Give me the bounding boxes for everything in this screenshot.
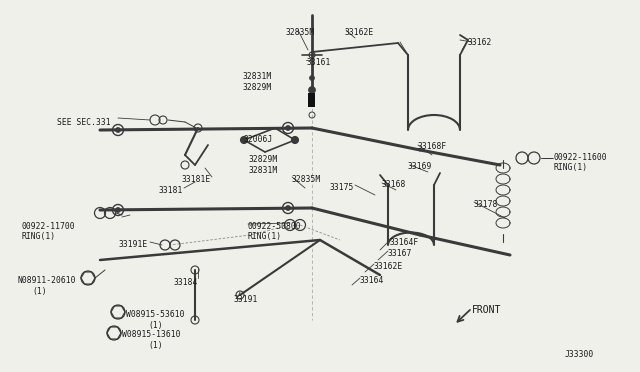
Text: 33162: 33162 xyxy=(468,38,492,47)
Circle shape xyxy=(310,76,314,80)
Text: 33167: 33167 xyxy=(388,249,412,258)
Text: 32006J: 32006J xyxy=(244,135,273,144)
Circle shape xyxy=(291,137,298,144)
Circle shape xyxy=(115,128,120,132)
Text: 32835M: 32835M xyxy=(292,175,321,184)
Text: 33181: 33181 xyxy=(159,186,183,195)
Text: (1): (1) xyxy=(148,321,163,330)
Text: 33191E: 33191E xyxy=(119,240,148,249)
Text: 32835M: 32835M xyxy=(285,28,315,37)
Text: 33169: 33169 xyxy=(408,162,433,171)
Text: 33162E: 33162E xyxy=(374,262,403,271)
Text: 32829M: 32829M xyxy=(243,83,272,92)
Text: J33300: J33300 xyxy=(565,350,595,359)
Text: 00922-11600: 00922-11600 xyxy=(554,153,607,162)
Text: 33191: 33191 xyxy=(234,295,259,304)
Text: RING(1): RING(1) xyxy=(248,232,282,241)
Text: W08915-53610: W08915-53610 xyxy=(126,310,184,319)
Text: W08915-13610: W08915-13610 xyxy=(122,330,180,339)
Text: 33162E: 33162E xyxy=(345,28,374,37)
Text: 33164: 33164 xyxy=(360,276,385,285)
Text: 33161: 33161 xyxy=(307,58,332,67)
Text: RING(1): RING(1) xyxy=(554,163,588,172)
Circle shape xyxy=(308,87,316,93)
Text: 00922-50800: 00922-50800 xyxy=(248,222,301,231)
Text: SEE SEC.331: SEE SEC.331 xyxy=(57,118,111,127)
Text: 00922-11700: 00922-11700 xyxy=(22,222,76,231)
Circle shape xyxy=(115,208,120,212)
Text: 32831M: 32831M xyxy=(243,72,272,81)
Text: 33168: 33168 xyxy=(382,180,406,189)
Circle shape xyxy=(241,137,248,144)
Text: 33178: 33178 xyxy=(474,200,499,209)
Circle shape xyxy=(285,125,291,131)
Text: (1): (1) xyxy=(32,287,47,296)
FancyBboxPatch shape xyxy=(308,93,315,107)
Text: 33175: 33175 xyxy=(330,183,354,192)
Text: 32831M: 32831M xyxy=(249,166,278,175)
Circle shape xyxy=(285,205,291,211)
Text: 32829M: 32829M xyxy=(249,155,278,164)
Text: 33164F: 33164F xyxy=(390,238,419,247)
Text: N08911-20610: N08911-20610 xyxy=(17,276,76,285)
Text: 33184: 33184 xyxy=(174,278,198,287)
Text: 33168F: 33168F xyxy=(418,142,447,151)
Text: FRONT: FRONT xyxy=(472,305,501,315)
Text: RING(1): RING(1) xyxy=(22,232,56,241)
Text: (1): (1) xyxy=(148,341,163,350)
Text: 33181E: 33181E xyxy=(182,175,211,184)
